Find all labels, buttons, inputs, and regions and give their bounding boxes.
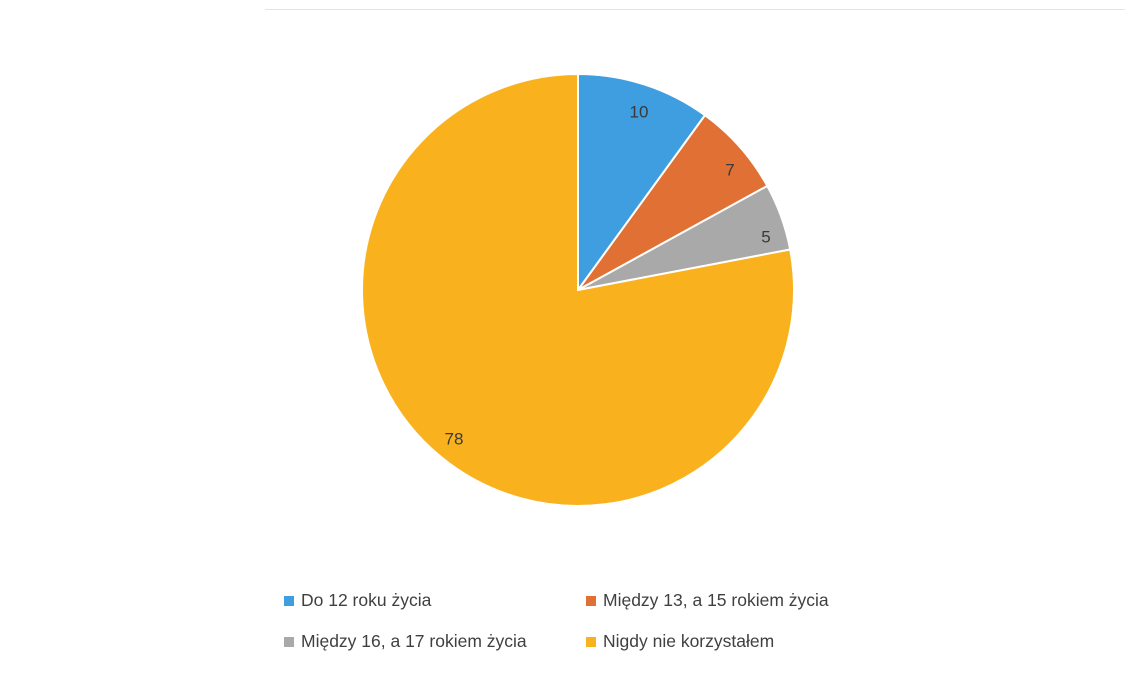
- legend-item-13-15: Między 13, a 15 rokiem życia: [586, 590, 916, 611]
- legend-label: Do 12 roku życia: [301, 590, 432, 610]
- legend-label: Między 16, a 17 rokiem życia: [301, 631, 527, 651]
- data-label-2: 5: [761, 227, 770, 246]
- legend: Do 12 roku życia Między 13, a 15 rokiem …: [284, 590, 924, 652]
- pie-slices: [361, 72, 795, 507]
- top-divider: [265, 9, 1125, 10]
- legend-label: Nigdy nie korzystałem: [603, 631, 775, 651]
- legend-swatch-yellow: [586, 636, 596, 647]
- legend-swatch-gray: [284, 636, 294, 647]
- legend-item-16-17: Między 16, a 17 rokiem życia: [284, 631, 586, 652]
- pie-slice-3: [361, 72, 795, 507]
- data-label-0: 10: [630, 102, 649, 121]
- legend-swatch-orange: [586, 595, 596, 606]
- legend-label: Między 13, a 15 rokiem życia: [603, 590, 829, 610]
- legend-item-do-12: Do 12 roku życia: [284, 590, 586, 611]
- pie-slice-0: [577, 72, 707, 294]
- data-label-3: 78: [445, 429, 464, 448]
- legend-item-nigdy: Nigdy nie korzystałem: [586, 631, 916, 652]
- legend-swatch-blue: [284, 595, 294, 606]
- pie-data-labels: 10 7 5 78: [445, 102, 771, 448]
- data-label-1: 7: [725, 160, 734, 179]
